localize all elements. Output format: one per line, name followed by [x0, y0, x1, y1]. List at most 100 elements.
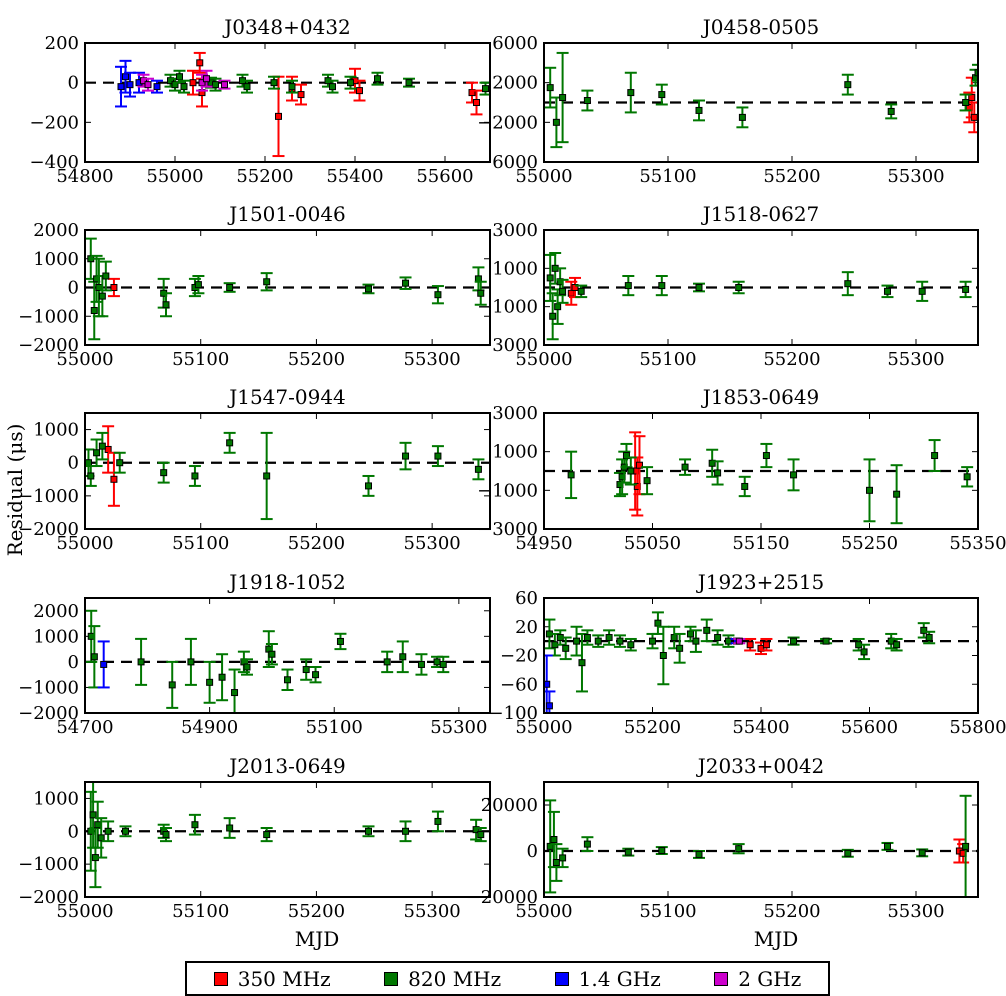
- data-point: [207, 679, 213, 685]
- data-point: [547, 275, 553, 281]
- x-tick-label: 55600: [841, 717, 898, 738]
- panel-data: [85, 53, 492, 156]
- data-point: [659, 92, 665, 98]
- data-point: [963, 100, 969, 106]
- legend-label: 2 GHz: [738, 967, 801, 991]
- data-point: [276, 113, 282, 119]
- data-point: [435, 453, 441, 459]
- data-point: [298, 92, 304, 98]
- y-tick-label: 200: [45, 33, 79, 54]
- data-point: [111, 476, 117, 482]
- data-point: [91, 308, 97, 314]
- data-point: [418, 661, 424, 667]
- x-tick-label: 55050: [624, 533, 681, 554]
- legend: 350 MHz 820 MHz 1.4 GHz 2 GHz: [185, 961, 830, 996]
- data-point: [181, 84, 187, 90]
- data-point: [884, 843, 890, 849]
- x-tick-label: 55600: [416, 166, 473, 187]
- data-point: [264, 279, 270, 285]
- y-tick-label: 1000: [492, 258, 538, 279]
- x-tick-label: 55200: [763, 349, 820, 370]
- panel-j1923+2515: J1923+251555000 55200 55400 55600 55800−100−…: [489, 570, 1006, 738]
- y-tick-label: −1000: [477, 480, 538, 501]
- y-tick-label: 0: [68, 652, 79, 673]
- data-point: [163, 832, 169, 838]
- data-point: [659, 283, 665, 289]
- data-point: [578, 288, 584, 294]
- data-point: [932, 453, 938, 459]
- panel-title: J0348+0432: [222, 15, 351, 39]
- data-point: [682, 464, 688, 470]
- y-tick-label: −3000: [477, 335, 538, 356]
- y-tick-label: 1000: [33, 420, 79, 441]
- panel-j0458-0505: J0458-0505 55000 55100 55200 55300 −6000 −2000…: [477, 15, 984, 187]
- x-tick-label: 55100: [306, 717, 363, 738]
- x-tick-label: 55100: [639, 166, 696, 187]
- data-point: [553, 860, 559, 866]
- data-point: [264, 473, 270, 479]
- panel-j1501-0046: J1501-004655000 55100 55200 55300−2000−1000…: [18, 202, 490, 370]
- y-tick-label: −1000: [18, 854, 79, 875]
- data-point: [747, 642, 753, 648]
- data-point: [403, 280, 409, 286]
- data-point: [117, 460, 123, 466]
- legend-label: 1.4 GHz: [579, 967, 661, 991]
- legend-item: 2 GHz: [714, 967, 801, 991]
- data-point: [98, 835, 104, 841]
- y-tick-label: −6000: [477, 152, 538, 173]
- legend-label: 350 MHz: [238, 967, 331, 991]
- data-point: [579, 660, 585, 666]
- data-point: [483, 86, 489, 92]
- data-point: [192, 822, 198, 828]
- data-point: [330, 84, 336, 90]
- data-point: [188, 659, 194, 665]
- y-tick-label: 0: [68, 278, 79, 299]
- data-point: [693, 638, 699, 644]
- panel-title: J1918-1052: [227, 570, 346, 594]
- panel-data: [544, 432, 978, 523]
- x-axis-label-left: MJD: [295, 927, 340, 951]
- y-tick-label: −1000: [477, 297, 538, 318]
- data-point: [574, 638, 580, 644]
- data-point: [704, 627, 710, 633]
- data-point: [219, 674, 225, 680]
- y-tick-label: 0: [68, 453, 79, 474]
- data-point: [169, 682, 175, 688]
- legend-item: 350 MHz: [214, 967, 331, 991]
- data-point: [138, 659, 144, 665]
- data-point: [303, 667, 309, 673]
- data-point: [894, 491, 900, 497]
- y-tick-label: −20: [500, 646, 538, 667]
- y-tick-label: −2000: [18, 519, 79, 540]
- data-point: [227, 285, 233, 291]
- data-point: [99, 293, 105, 299]
- data-point: [894, 642, 900, 648]
- y-tick-label: −400: [30, 152, 79, 173]
- data-point: [475, 466, 481, 472]
- data-point: [884, 288, 890, 294]
- data-point: [227, 825, 233, 831]
- data-point: [289, 84, 295, 90]
- panel-title: J2013-0649: [227, 754, 346, 778]
- y-tick-label: −3000: [477, 519, 538, 540]
- data-point: [715, 470, 721, 476]
- y-tick-label: 0: [68, 73, 79, 94]
- data-point: [478, 832, 484, 838]
- data-point: [644, 478, 650, 484]
- y-tick-label: −2000: [477, 112, 538, 133]
- panel-j1918-1052: J1918-1052 54700 54900 55100 55300 −2000 −1000…: [18, 570, 490, 738]
- panel-data: [544, 253, 978, 339]
- data-point: [348, 80, 354, 86]
- legend-swatch: [384, 972, 398, 986]
- data-point: [584, 98, 590, 104]
- y-tick-label: −1000: [18, 306, 79, 327]
- data-point: [269, 651, 275, 657]
- panel-j1518-0627: J1518-062755000 55100 55200 55300−3000−1000…: [477, 202, 978, 370]
- x-tick-label: 55250: [841, 533, 898, 554]
- data-point: [232, 690, 238, 696]
- data-point: [919, 288, 925, 294]
- data-point: [244, 84, 250, 90]
- y-tick-label: 2000: [33, 220, 79, 241]
- data-point: [145, 82, 151, 88]
- data-point: [375, 76, 381, 82]
